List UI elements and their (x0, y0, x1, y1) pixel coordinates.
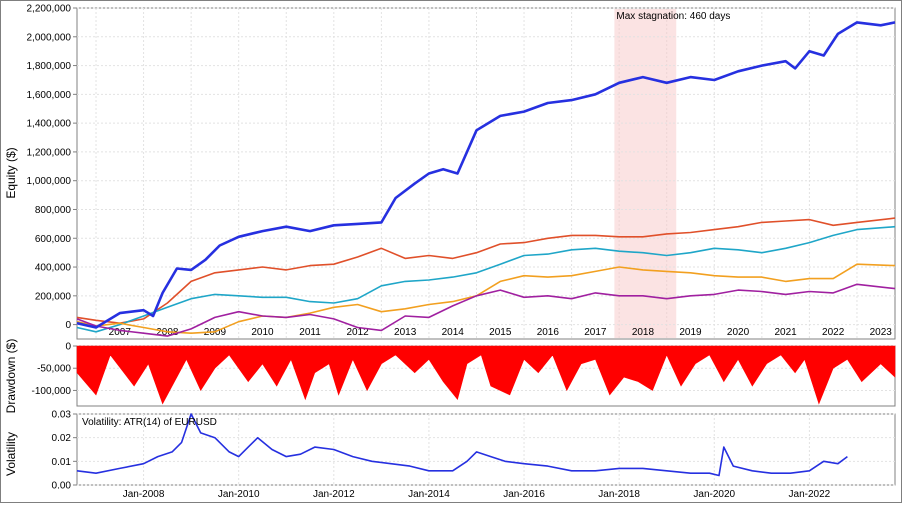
volatility-y-tick-label: 0.02 (52, 433, 72, 444)
equity-y-tick-label: 200,000 (35, 291, 72, 302)
equity-x-tick-label: 2016 (537, 327, 560, 338)
equity-x-tick-label: 2021 (774, 327, 797, 338)
volatility-x-tick-label: Jan-2020 (693, 489, 735, 500)
equity-series-line (76, 217, 896, 324)
equity-axis-label: Equity ($) (4, 147, 18, 198)
equity-series-line (76, 21, 896, 329)
stagnation-band (614, 9, 677, 338)
equity-plot-area (76, 7, 896, 340)
volatility-x-tick-label: Jan-2018 (598, 489, 640, 500)
equity-y-tick-label: 1,800,000 (27, 61, 72, 72)
equity-x-tick-label: 2015 (489, 327, 512, 338)
volatility-x-tick-label: Jan-2008 (123, 489, 165, 500)
volatility-line (76, 413, 848, 477)
volatility-y-tick-label: 0.03 (52, 410, 72, 421)
equity-x-tick-label: 2014 (442, 327, 465, 338)
equity-x-tick-label: 2020 (727, 327, 750, 338)
drawdown-axis-label: Drawdown ($) (4, 339, 18, 414)
volatility-title: Volatility: ATR(14) of EURUSD (82, 417, 217, 428)
equity-x-tick-label: 2018 (632, 327, 655, 338)
equity-series-line (76, 283, 896, 337)
equity-x-tick-label: 2019 (679, 327, 702, 338)
equity-panel: Max stagnation: 460 days 0 200,000 400,000 6… (27, 4, 896, 340)
equity-series-line (76, 225, 896, 333)
stagnation-label: Max stagnation: 460 days (616, 11, 730, 22)
equity-x-tick-label: 2022 (822, 327, 845, 338)
equity-x-tick-label: 2013 (394, 327, 417, 338)
equity-y-tick-label: 800,000 (35, 205, 72, 216)
equity-x-tick-label: 2023 (870, 327, 893, 338)
equity-y-tick-label: 600,000 (35, 234, 72, 245)
equity-y-tick-label: 2,000,000 (27, 32, 72, 43)
volatility-x-tick-label: Jan-2022 (789, 489, 831, 500)
equity-y-tick-label: 1,600,000 (27, 90, 72, 101)
equity-x-tick-label: 2010 (251, 327, 274, 338)
volatility-axis-label: Volatility (4, 432, 18, 476)
drawdown-y-tick-label: -50,000 (37, 364, 71, 375)
volatility-y-tick-label: 0.01 (52, 457, 72, 468)
equity-y-tick-label: 1,400,000 (27, 119, 72, 130)
equity-y-tick-label: 400,000 (35, 263, 72, 274)
volatility-x-tick-label: Jan-2010 (218, 489, 260, 500)
volatility-x-tick-label: Jan-2016 (503, 489, 545, 500)
equity-y-tick-label: 0 (65, 320, 71, 331)
equity-x-tick-label: 2011 (299, 327, 321, 338)
drawdown-y-tick-label: 0 (65, 342, 71, 353)
equity-y-tick-label: 1,200,000 (27, 147, 72, 158)
equity-y-tick-label: 1,000,000 (27, 176, 72, 187)
volatility-x-tick-label: Jan-2012 (313, 489, 355, 500)
equity-x-tick-label: 2012 (346, 327, 369, 338)
volatility-x-tick-label: Jan-2014 (408, 489, 450, 500)
drawdown-y-tick-label: -100,000 (32, 386, 72, 397)
equity-x-tick-label: 2007 (109, 327, 132, 338)
equity-x-tick-label: 2017 (584, 327, 607, 338)
volatility-panel: 0.00 0.01 0.02 0.03 Volatility: ATR(14) of E… (52, 410, 896, 500)
volatility-y-tick-label: 0.00 (52, 481, 72, 492)
drawdown-area (76, 345, 896, 405)
drawdown-panel: 0 -50,000 -100,000 (32, 342, 896, 407)
equity-y-tick-label: 2,200,000 (27, 4, 72, 15)
